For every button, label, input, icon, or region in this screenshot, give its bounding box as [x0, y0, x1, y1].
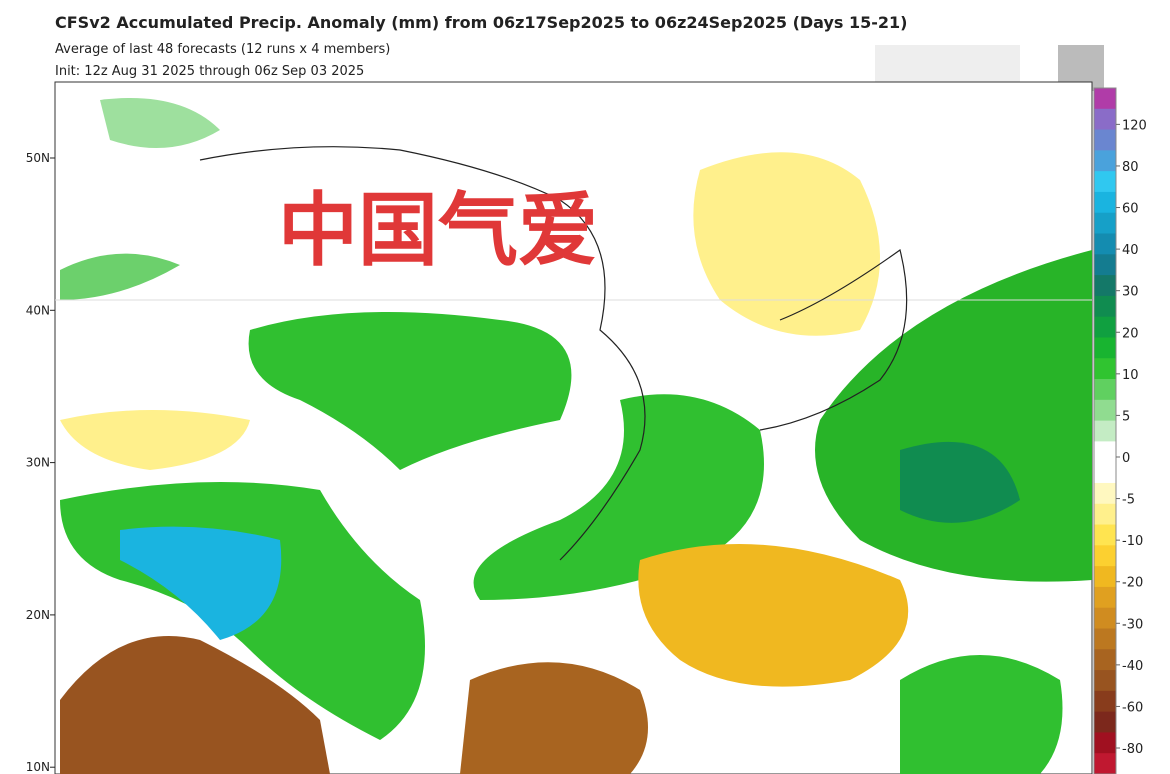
- anomaly-region: [693, 152, 880, 336]
- lat-label: 30N: [26, 456, 50, 470]
- colorbar-label: 20: [1122, 326, 1139, 341]
- colorbar-label: 80: [1122, 160, 1139, 175]
- colorbar-label: 40: [1122, 243, 1139, 258]
- colorbar-swatch: [1094, 316, 1116, 338]
- lat-label: 10N: [26, 760, 50, 774]
- colorbar-swatch: [1094, 628, 1116, 650]
- colorbar-label: -40: [1122, 659, 1143, 674]
- coastline: [199, 146, 646, 561]
- colorbar-swatch: [1094, 420, 1116, 442]
- anomaly-region: [815, 250, 1092, 582]
- colorbar-swatch: [1094, 503, 1116, 526]
- anomaly-region: [60, 636, 330, 774]
- colorbar-label: 0: [1122, 451, 1130, 466]
- colorbar-swatch: [1094, 191, 1116, 214]
- colorbar-swatch: [1094, 275, 1116, 297]
- anomaly-region: [60, 410, 250, 470]
- lat-label: 20N: [26, 608, 50, 622]
- colorbar-swatch: [1094, 399, 1116, 422]
- colorbar-swatch: [1094, 295, 1116, 318]
- colorbar-swatch: [1094, 753, 1116, 774]
- colorbar-swatch: [1094, 690, 1116, 713]
- colorbar-swatch: [1094, 524, 1116, 546]
- colorbar-swatch: [1094, 670, 1116, 692]
- anomaly-region: [120, 526, 282, 640]
- colorbar-label: 30: [1122, 285, 1139, 300]
- anomaly-region: [900, 441, 1020, 523]
- colorbar-label: -80: [1122, 742, 1143, 757]
- anomaly-region: [900, 655, 1063, 774]
- colorbar-swatch: [1094, 545, 1116, 567]
- colorbar-swatch: [1094, 732, 1116, 754]
- colorbar-label: -30: [1122, 617, 1143, 632]
- colorbar-swatch: [1094, 171, 1116, 193]
- lat-label: 40N: [26, 303, 50, 317]
- watermark: 中国气爱: [278, 184, 598, 277]
- colorbar-swatch: [1094, 462, 1116, 484]
- colorbar-label: 60: [1122, 202, 1139, 217]
- coastline: [759, 248, 908, 431]
- colorbar-swatch: [1094, 254, 1116, 276]
- colorbar-swatch: [1094, 482, 1116, 505]
- colorbar-swatch: [1094, 358, 1116, 380]
- colorbar-swatch: [1094, 212, 1116, 235]
- colorbar-swatch: [1094, 566, 1116, 588]
- colorbar-swatch: [1094, 233, 1116, 255]
- colorbar-swatch: [1094, 150, 1116, 172]
- lat-labels: 50N 40N 30N 20N 10N: [26, 151, 55, 774]
- colorbar-swatch: [1094, 337, 1116, 359]
- colorbar-label: -5: [1122, 493, 1135, 508]
- colorbar-label: -60: [1122, 700, 1143, 715]
- subtitle: Average of last 48 forecasts (12 runs x …: [55, 42, 390, 57]
- anomaly-region: [60, 253, 180, 300]
- anomaly-region: [638, 544, 909, 687]
- colorbar-swatch: [1094, 441, 1116, 463]
- colorbar-label: -20: [1122, 576, 1143, 591]
- lat-label: 50N: [26, 151, 50, 165]
- colorbar-label: 10: [1122, 368, 1139, 383]
- colorbar: 120 80 60 40 30 20 10 5 0 -5 -10 -20 -30 -40 -60 -80: [1093, 87, 1147, 774]
- map-area: [54, 81, 1093, 774]
- colorbar-swatch: [1094, 108, 1116, 131]
- anomaly-region: [248, 312, 572, 470]
- title: CFSv2 Accumulated Precip. Anomaly (mm) f…: [55, 13, 907, 32]
- anomaly-region: [460, 662, 648, 774]
- colorbar-swatch: [1094, 379, 1116, 401]
- colorbar-swatch: [1094, 711, 1116, 733]
- colorbar-swatch: [1094, 129, 1116, 151]
- colorbar-label: -10: [1122, 534, 1143, 549]
- colorbar-frame: [1093, 87, 1117, 774]
- colorbar-swatch: [1094, 607, 1116, 629]
- init-line: Init: 12z Aug 31 2025 through 06z Sep 03…: [55, 64, 364, 79]
- colorbar-swatch: [1094, 586, 1116, 609]
- colorbar-swatch: [1094, 88, 1116, 110]
- colorbar-label: 120: [1122, 118, 1147, 133]
- anomaly-region: [100, 98, 220, 148]
- colorbar-swatch: [1094, 649, 1116, 671]
- colorbar-label: 5: [1122, 409, 1130, 424]
